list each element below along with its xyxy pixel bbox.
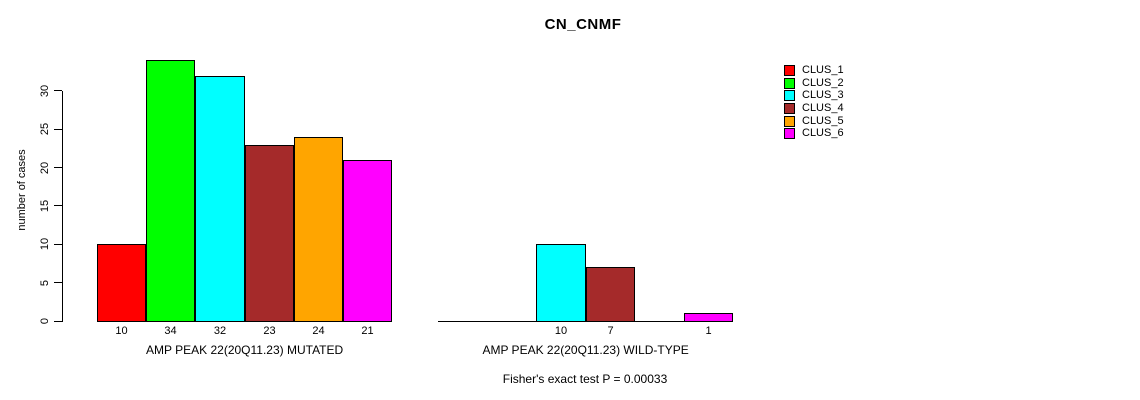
x-axis-group-label: AMP PEAK 22(20Q11.23) WILD-TYPE: [482, 343, 689, 357]
bar-clus_1-group1: [97, 244, 146, 322]
legend-item-clus_1: CLUS_1: [784, 64, 844, 77]
bar-clus_4-group1: [245, 145, 294, 322]
legend-item-clus_6: CLUS_6: [784, 127, 844, 140]
bar-clus_6-group1: [343, 160, 392, 322]
legend-label: CLUS_6: [802, 127, 844, 140]
bar-value-label: 7: [607, 325, 614, 337]
y-axis-tick: [54, 205, 62, 207]
chart-title: CN_CNMF: [544, 16, 622, 33]
legend-item-clus_5: CLUS_5: [784, 115, 844, 128]
legend: CLUS_1 CLUS_2 CLUS_3 CLUS_4 CLUS_5 CLUS_6: [784, 64, 844, 140]
bar-value-label: 32: [213, 325, 227, 337]
y-axis-tick: [54, 90, 62, 92]
bar-value-label: 21: [361, 325, 374, 337]
y-axis-tick-label: 10: [39, 238, 51, 251]
y-axis-tick-label: 0: [39, 317, 51, 325]
bar-value-label: 24: [312, 325, 325, 337]
y-axis-label: number of cases: [16, 149, 28, 231]
y-axis-tick-label: 30: [39, 84, 51, 98]
y-axis-tick-label: 5: [39, 279, 51, 286]
legend-swatch-icon: [784, 102, 795, 114]
legend-swatch-icon: [784, 115, 795, 127]
y-axis-tick-label: 20: [39, 161, 51, 174]
legend-item-clus_3: CLUS_3: [784, 89, 844, 102]
x-axis-group-label: AMP PEAK 22(20Q11.23) MUTATED: [146, 343, 344, 357]
bar-clus_6-group2: [684, 313, 733, 322]
bar-clus_5-group1: [294, 137, 343, 322]
y-axis-line: [62, 90, 63, 322]
y-axis-tick-label: 15: [39, 199, 51, 213]
legend-item-clus_4: CLUS_4: [784, 102, 844, 115]
y-axis-tick: [54, 320, 62, 322]
legend-label: CLUS_1: [802, 63, 844, 76]
bar-value-label: 34: [164, 325, 177, 337]
bar-clus_3-group2: [536, 244, 586, 322]
bar-value-label: 1: [705, 325, 712, 337]
y-axis-tick: [54, 243, 62, 245]
y-axis-tick: [54, 282, 62, 284]
legend-label: CLUS_4: [802, 101, 844, 114]
bar-clus_3-group1: [195, 76, 245, 322]
bar-clus_2-group2-zero: [487, 321, 536, 322]
bar-value-label: 10: [554, 325, 568, 337]
legend-item-clus_2: CLUS_2: [784, 77, 844, 90]
legend-swatch-icon: [784, 128, 795, 140]
legend-swatch-icon: [784, 77, 795, 89]
bar-clus_5-group2-zero: [635, 321, 684, 322]
fisher-test-annotation: Fisher's exact test P = 0.00033: [502, 372, 668, 386]
bar-clus_2-group1: [146, 60, 195, 322]
legend-swatch-icon: [784, 64, 795, 76]
bar-clus_4-group2: [586, 267, 635, 322]
bar-value-label: 10: [115, 325, 128, 337]
y-axis-tick: [54, 128, 62, 130]
y-axis-tick: [54, 167, 62, 169]
legend-label: CLUS_3: [802, 89, 844, 102]
y-axis-tick-label: 25: [39, 123, 51, 136]
legend-label: CLUS_5: [802, 114, 844, 127]
legend-label: CLUS_2: [802, 76, 844, 89]
bar-value-label: 23: [263, 325, 276, 337]
legend-swatch-icon: [784, 90, 795, 102]
bar-clus_1-group2-zero: [438, 321, 487, 322]
